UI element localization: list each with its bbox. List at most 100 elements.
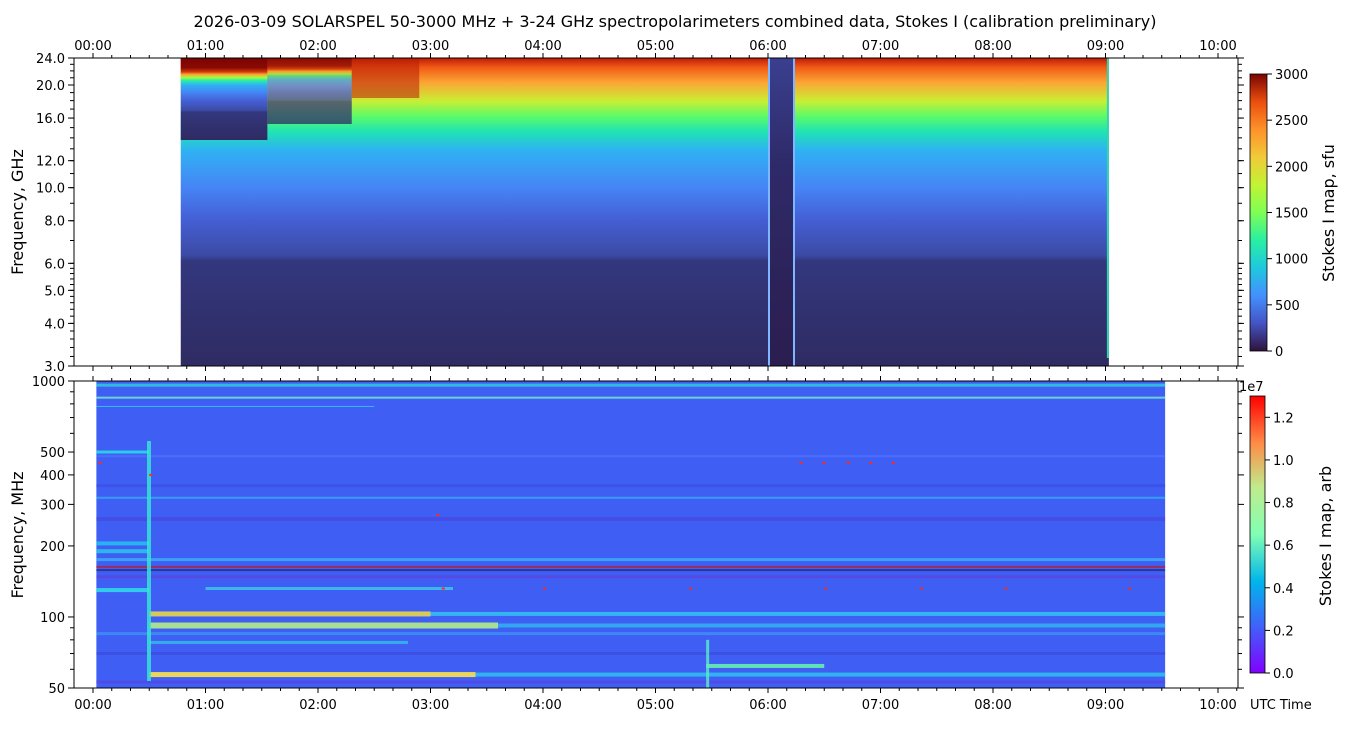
bottom-band-11 [96,565,1166,568]
y-tick-label: 400 [40,469,65,484]
bottom-band-6 [96,496,1166,499]
x-tick-label: 07:00 [862,698,899,713]
bottom-band-1 [96,396,1166,399]
y-tick-label: 10.0 [36,182,65,197]
bottom-rfi-dot-9 [824,587,828,590]
bottom-rfi-dot-3 [799,461,803,464]
y-tick-label: 1000 [32,375,65,390]
x-tick-label: 06:00 [749,39,786,54]
bottom-band-3 [96,450,150,454]
colorbar-tick-label: 500 [1275,299,1300,314]
top-colorbar-ticks: 0 500 1000 1500 2000 2500 3000 [1267,68,1308,360]
bottom-heatmap [96,381,1166,688]
bottom-colorbar-ticks: 0.0 0.2 0.4 0.6 0.8 1.0 1.2 [1265,411,1294,682]
bottom-panel: 00:00 01:00 02:00 03:00 04:00 05:00 06:00 07:00… [8,375,1335,713]
bottom-band-22 [96,652,1166,656]
x-tick-label: 01:00 [187,39,224,54]
colorbar-tick-label: 1.2 [1273,411,1294,426]
x-tick-label: 01:00 [187,698,224,713]
bottom-rfi-dot-12 [1128,587,1131,590]
bottom-band-9 [96,549,150,554]
bottom-band-17 [430,611,1166,616]
x-tick-label: 08:00 [974,698,1011,713]
y-tick-label: 100 [40,611,65,626]
x-tick-label: 03:00 [412,698,449,713]
bottom-rfi-dot-7 [891,461,895,464]
y-tick-label: 300 [40,498,65,513]
top-panel: 00:00 01:00 02:00 03:00 04:00 05:00 06:00 07:00… [8,39,1338,375]
bottom-band-26 [96,680,1166,684]
y-tick-label: 24.0 [36,52,65,67]
bottom-x-axis-label: UTC Time [1250,698,1312,713]
x-tick-label: 05:00 [637,39,674,54]
top-axis-ticks: 00:00 01:00 02:00 03:00 04:00 05:00 06:00 07:00… [36,39,1244,375]
bottom-rfi-dot-4 [822,461,825,464]
bottom-rfi-dot-8 [689,587,693,590]
bottom-y-axis-label: Frequency, MHz [8,471,27,598]
y-tick-label: 16.0 [36,112,65,127]
x-tick-label: 04:00 [524,698,561,713]
top-heatmap [180,58,1109,366]
bottom-rfi-dot-10 [543,587,546,590]
y-tick-label: 12.0 [36,155,65,170]
bottom-rfi-dot-1 [149,473,153,476]
bottom-band-4 [96,455,1166,458]
x-tick-label: 09:00 [1087,39,1124,54]
bottom-rfi-dot-5 [846,461,850,464]
chart-title: 2026-03-09 SOLARSPEL 50-3000 MHz + 3-24 … [194,12,1157,31]
top-y-axis-label: Frequency, GHz [8,149,27,275]
bottom-band-21 [149,640,408,644]
bottom-band-13 [96,575,1166,579]
colorbar-tick-label: 0.6 [1273,539,1294,554]
bottom-rfi-dot-11 [1004,587,1008,590]
bottom-colorbar-frame [1249,395,1266,674]
bottom-band-23 [706,663,825,668]
bottom-band-25 [475,672,1166,677]
x-tick-label: 02:00 [299,698,336,713]
x-tick-label: 07:00 [862,39,899,54]
top-colorbar-gradient [1250,74,1267,351]
colorbar-tick-label: 3000 [1275,68,1308,83]
bottom-band-15 [205,587,453,591]
top-data-end-edge [1106,58,1109,358]
y-tick-label: 50 [48,682,65,697]
bottom-band-14 [96,588,150,593]
bottom-rfi-dot-14 [919,587,923,590]
bottom-data-field [96,381,1166,688]
y-tick-label: 20.0 [36,79,65,94]
y-tick-label: 4.0 [44,317,65,332]
colorbar-tick-label: 2000 [1275,160,1308,175]
colorbar-tick-label: 0.2 [1273,624,1294,639]
colorbar-tick-label: 2500 [1275,114,1308,129]
bottom-band-2 [96,405,375,407]
bottom-band-12 [96,569,1166,572]
x-tick-label: 06:00 [749,698,786,713]
bottom-colorbar-label: Stokes I map, arb [1316,466,1335,606]
colorbar-tick-label: 0.4 [1273,582,1294,597]
top-burst-mid [267,58,352,124]
bottom-band-16 [149,611,431,617]
x-tick-label: 00:00 [74,39,111,54]
y-tick-label: 200 [40,540,65,555]
bottom-rfi-dot-6 [869,461,873,464]
top-data-block-2 [795,58,1109,366]
top-burst-early [180,58,268,140]
colorbar-tick-label: 1500 [1275,207,1308,222]
bottom-band-8 [96,541,150,546]
bottom-colorbar-offset: 1e7 [1239,380,1264,395]
x-tick-label: 08:00 [974,39,1011,54]
y-tick-label: 6.0 [44,257,65,272]
bottom-axis-ticks: 00:00 01:00 02:00 03:00 04:00 05:00 06:00 07:00… [32,375,1244,713]
top-data-gap [768,58,795,366]
y-tick-label: 500 [40,446,65,461]
colorbar-tick-label: 0 [1275,345,1283,360]
x-tick-label: 10:00 [1199,39,1236,54]
top-burst-late [351,58,420,98]
colorbar-tick-label: 0.0 [1273,667,1294,682]
top-colorbar: 0 500 1000 1500 2000 2500 3000 Stokes I map, s… [1249,68,1338,360]
bottom-band-18 [149,622,498,629]
bottom-colorbar: 1e7 0.0 0.2 0.4 0.6 0.8 1.0 1.2 Stokes I map, … [1239,380,1335,682]
bottom-rfi-dot-2 [436,514,440,517]
bottom-burst-0530 [706,639,710,688]
